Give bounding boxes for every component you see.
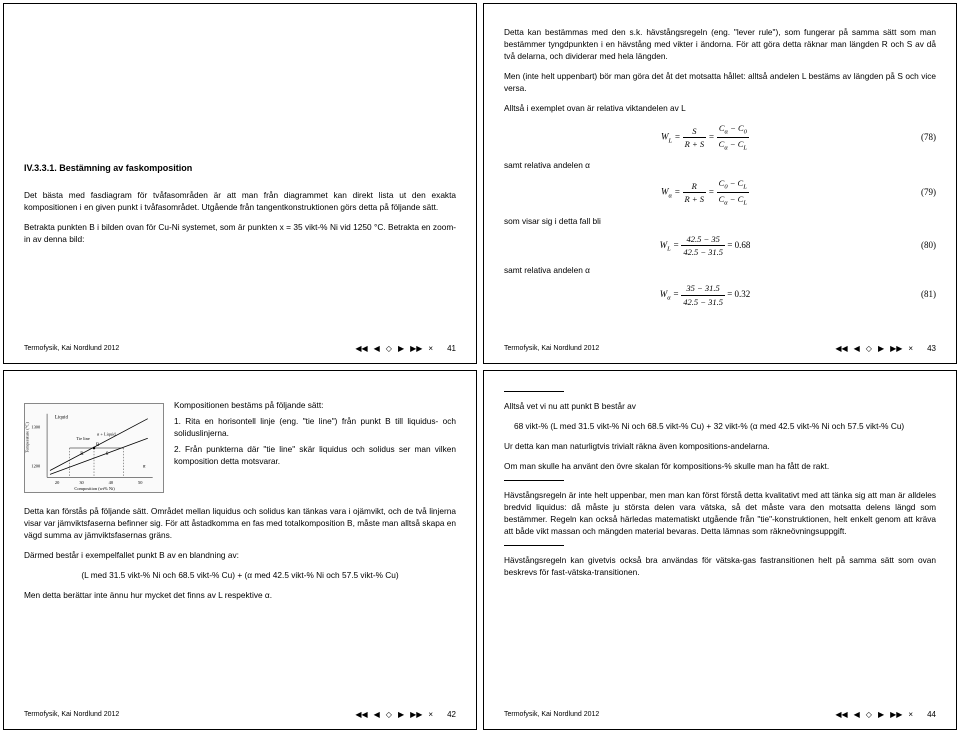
paragraph: Men detta berättar inte ännu hur mycket …: [24, 589, 456, 601]
slide-41: IV.3.3.1. Bestämning av faskomposition D…: [3, 3, 477, 364]
divider: [504, 391, 564, 392]
eq-number: (80): [906, 239, 936, 252]
eq-label: samt relativa andelen α: [504, 264, 936, 276]
nav-next-icon[interactable]: ▶: [878, 709, 884, 721]
nav-last-icon[interactable]: ▶▶: [890, 343, 902, 355]
eq-number: (78): [906, 131, 936, 144]
nav-prev-icon[interactable]: ◀: [854, 709, 860, 721]
nav-controls: ◀◀ ◀ ◇ ▶ ▶▶ × 43: [835, 343, 936, 355]
nav-close-icon[interactable]: ×: [428, 709, 433, 721]
slide-footer: Termofysik, Kai Nordlund 2012 ◀◀ ◀ ◇ ▶ ▶…: [504, 705, 936, 721]
slide-44: Alltså vet vi nu att punkt B består av 6…: [483, 370, 957, 731]
nav-close-icon[interactable]: ×: [428, 343, 433, 355]
nav-prev-icon[interactable]: ◀: [854, 343, 860, 355]
footer-author: Termofysik, Kai Nordlund 2012: [24, 710, 119, 720]
svg-text:40: 40: [109, 480, 114, 485]
footer-author: Termofysik, Kai Nordlund 2012: [504, 710, 599, 720]
paragraph: Hävstångsregeln är inte helt uppenbar, m…: [504, 489, 936, 537]
nav-controls: ◀◀ ◀ ◇ ▶ ▶▶ × 41: [355, 343, 456, 355]
paragraph: Betrakta punkten B i bilden ovan för Cu-…: [24, 221, 456, 245]
equation-78: WL = SR + S = Cα − C0Cα − CL (78): [504, 122, 936, 153]
slide-body: Alltså vet vi nu att punkt B består av 6…: [504, 385, 936, 706]
mixture-line: (L med 31.5 vikt-% Ni och 68.5 vikt-% Cu…: [24, 569, 456, 581]
paragraph: Om man skulle ha använt den övre skalan …: [504, 460, 936, 472]
slide-body: IV.3.3.1. Bestämning av faskomposition D…: [24, 18, 456, 339]
footer-author: Termofysik, Kai Nordlund 2012: [504, 344, 599, 354]
mixture-line: 68 vikt-% (L med 31.5 vikt-% Ni och 68.5…: [514, 420, 936, 432]
svg-text:Temperature (°C): Temperature (°C): [25, 421, 29, 452]
nav-last-icon[interactable]: ▶▶: [410, 343, 422, 355]
eq-label: som visar sig i detta fall bli: [504, 215, 936, 227]
nav-home-icon[interactable]: ◇: [866, 709, 872, 721]
nav-home-icon[interactable]: ◇: [386, 343, 392, 355]
svg-text:B: B: [96, 443, 100, 448]
nav-close-icon[interactable]: ×: [908, 709, 913, 721]
paragraph: Detta kan förstås på följande sätt. Områ…: [24, 505, 456, 541]
svg-text:50: 50: [138, 480, 143, 485]
slide-43: Detta kan bestämmas med den s.k. hävstån…: [483, 3, 957, 364]
nav-first-icon[interactable]: ◀◀: [835, 343, 847, 355]
svg-text:S: S: [106, 451, 109, 456]
equation-81: Wα = 35 − 31.542.5 − 31.5 = 0.32 (81): [504, 282, 936, 308]
slide-body: Detta kan bestämmas med den s.k. hävstån…: [504, 18, 936, 339]
nav-last-icon[interactable]: ▶▶: [410, 709, 422, 721]
footer-author: Termofysik, Kai Nordlund 2012: [24, 344, 119, 354]
nav-controls: ◀◀ ◀ ◇ ▶ ▶▶ × 42: [355, 709, 456, 721]
slide-footer: Termofysik, Kai Nordlund 2012 ◀◀ ◀ ◇ ▶ ▶…: [504, 339, 936, 355]
svg-text:20: 20: [55, 480, 60, 485]
slide-42: Liquid α + Liquid Tie line B R S α 1200 …: [3, 370, 477, 731]
paragraph: Alltså i exemplet ovan är relativa vikta…: [504, 102, 936, 114]
eq-label: samt relativa andelen α: [504, 159, 936, 171]
page-number: 44: [927, 709, 936, 721]
paragraph: Hävstångsregeln kan givetvis också bra a…: [504, 554, 936, 578]
nav-last-icon[interactable]: ▶▶: [890, 709, 902, 721]
divider: [504, 480, 564, 481]
nav-controls: ◀◀ ◀ ◇ ▶ ▶▶ × 44: [835, 709, 936, 721]
svg-text:α: α: [143, 464, 146, 469]
nav-home-icon[interactable]: ◇: [866, 343, 872, 355]
nav-first-icon[interactable]: ◀◀: [355, 709, 367, 721]
svg-text:Tie line: Tie line: [76, 436, 89, 441]
slide-footer: Termofysik, Kai Nordlund 2012 ◀◀ ◀ ◇ ▶ ▶…: [24, 339, 456, 355]
paragraph: Men (inte helt uppenbart) bör man göra d…: [504, 70, 936, 94]
page-number: 41: [447, 343, 456, 355]
eq-number: (79): [906, 186, 936, 199]
nav-next-icon[interactable]: ▶: [878, 343, 884, 355]
slide-footer: Termofysik, Kai Nordlund 2012 ◀◀ ◀ ◇ ▶ ▶…: [24, 705, 456, 721]
paragraph: Därmed består i exempelfallet punkt B av…: [24, 549, 456, 561]
paragraph: Detta kan bestämmas med den s.k. hävstån…: [504, 26, 936, 62]
komp-intro: Kompositionen bestäms på följande sätt:: [174, 399, 456, 411]
eq-number: (81): [906, 288, 936, 301]
nav-prev-icon[interactable]: ◀: [374, 709, 380, 721]
step-1: 1. Rita en horisontell linje (eng. "tie …: [174, 415, 456, 439]
svg-text:Composition (wt% Ni): Composition (wt% Ni): [74, 486, 115, 491]
svg-text:1300: 1300: [31, 424, 41, 429]
nav-first-icon[interactable]: ◀◀: [355, 343, 367, 355]
paragraph: Alltså vet vi nu att punkt B består av: [504, 400, 936, 412]
paragraph: Det bästa med fasdiagram för tvåfasområd…: [24, 189, 456, 213]
divider: [504, 545, 564, 546]
step-2: 2. Från punkterna där "tie line" skär li…: [174, 443, 456, 467]
equation-79: Wα = RR + S = C0 − CLCα − CL (79): [504, 177, 936, 208]
paragraph: Ur detta kan man naturligtvis trivialt r…: [504, 440, 936, 452]
nav-close-icon[interactable]: ×: [908, 343, 913, 355]
page-number: 42: [447, 709, 456, 721]
page-number: 43: [927, 343, 936, 355]
slide-body: Liquid α + Liquid Tie line B R S α 1200 …: [24, 385, 456, 706]
equation-80: WL = 42.5 − 3542.5 − 31.5 = 0.68 (80): [504, 233, 936, 259]
nav-prev-icon[interactable]: ◀: [374, 343, 380, 355]
nav-first-icon[interactable]: ◀◀: [835, 709, 847, 721]
svg-text:30: 30: [79, 480, 84, 485]
svg-text:Liquid: Liquid: [55, 415, 69, 420]
nav-home-icon[interactable]: ◇: [386, 709, 392, 721]
nav-next-icon[interactable]: ▶: [398, 709, 404, 721]
phase-diagram-figure: Liquid α + Liquid Tie line B R S α 1200 …: [24, 403, 164, 493]
nav-next-icon[interactable]: ▶: [398, 343, 404, 355]
svg-text:1200: 1200: [31, 463, 41, 468]
section-heading: IV.3.3.1. Bestämning av faskomposition: [24, 162, 456, 175]
svg-text:α + Liquid: α + Liquid: [97, 431, 116, 436]
